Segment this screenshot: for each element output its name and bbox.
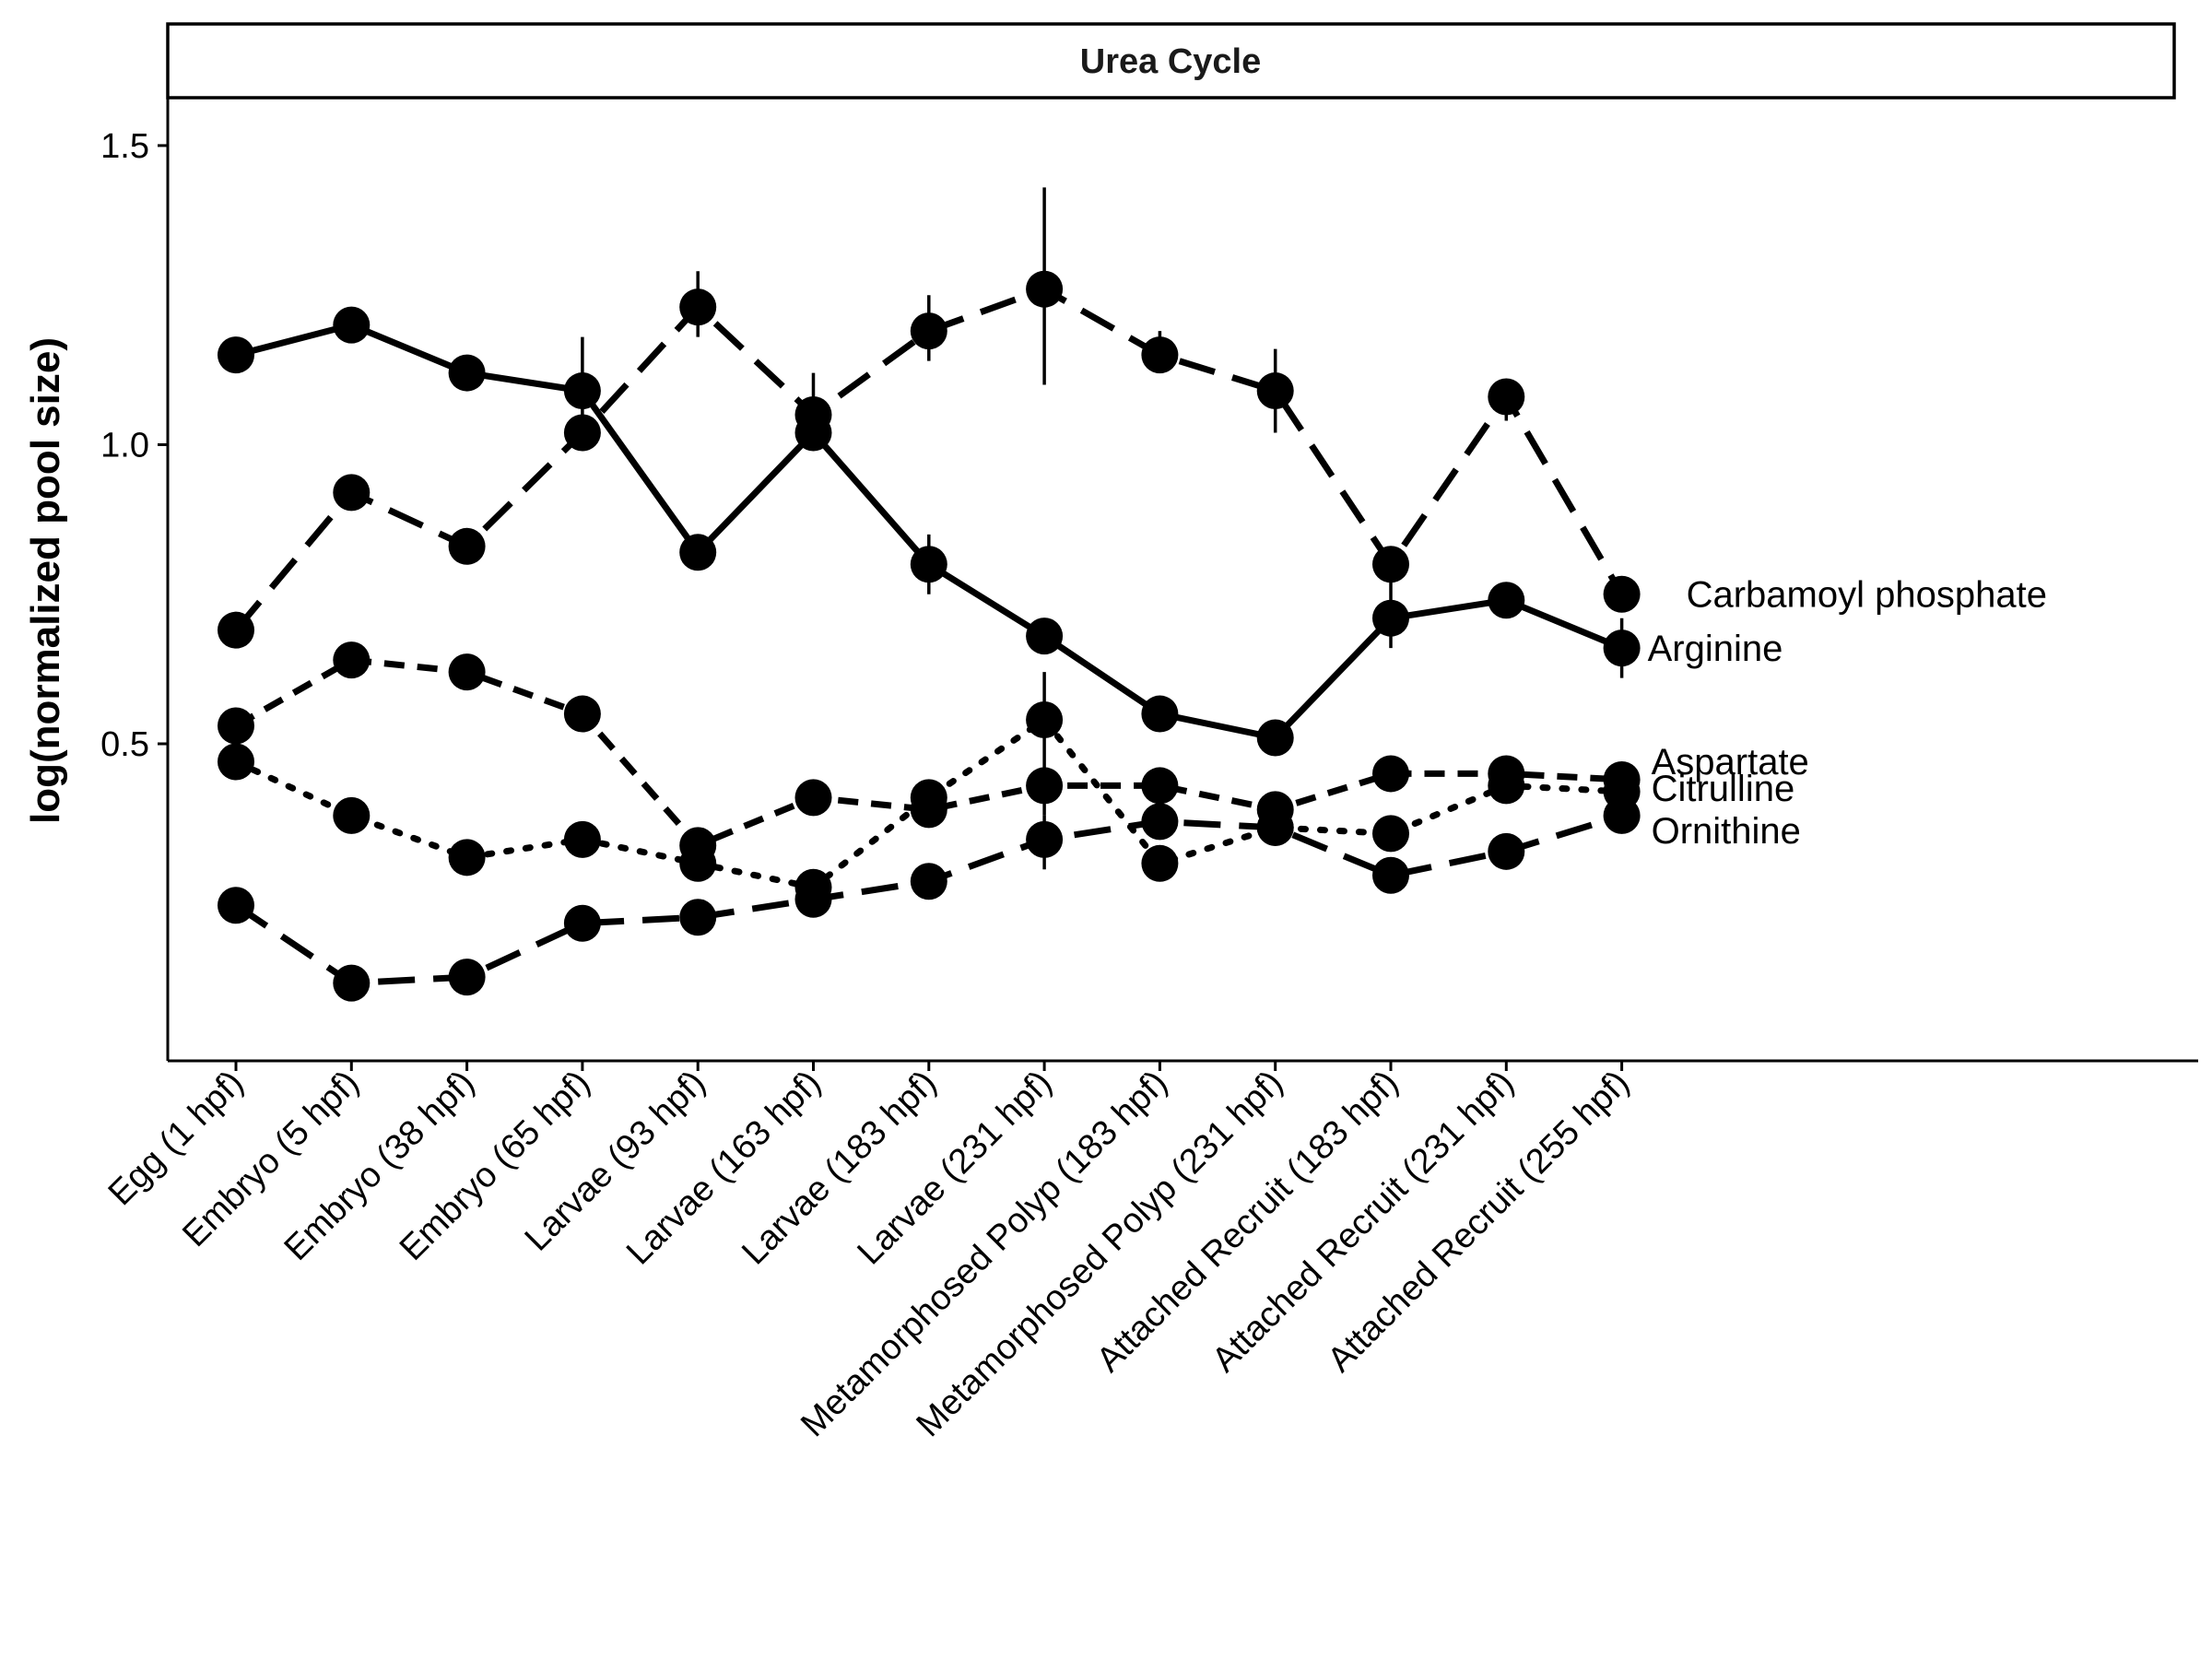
ornithine-point [1026,820,1064,858]
carbamoyl-phosphate-point [1141,336,1179,374]
arginine-point [794,414,832,452]
carbamoyl-phosphate-point [333,474,371,512]
ornithine-point [1488,832,1525,870]
facet-strip-box [166,22,2176,100]
ornithine-point [563,904,601,942]
arginine-label: Arginine [1648,629,1783,669]
citrulline-point [679,844,717,882]
carbamoyl-phosphate-point [1372,546,1409,583]
ornithine-point [679,899,717,936]
ornithine-point [448,959,486,996]
aspartate-point [563,695,601,733]
ornithine-label: Ornithine [1652,811,1801,852]
arginine-point [1141,695,1179,733]
arginine-point [563,372,601,410]
arginine-point [910,546,947,583]
ornithine-point [333,964,371,1002]
aspartate-point [333,641,371,679]
arginine-point [448,354,486,392]
carbamoyl-phosphate-point [1603,575,1641,613]
arginine-point [333,306,371,344]
aspartate-point [794,779,832,817]
ornithine-point [794,880,832,918]
facet-strip: Urea Cycle [166,22,2176,100]
citrulline-point [910,779,947,817]
citrulline-point [1026,701,1064,739]
arginine-point [1256,719,1294,757]
carbamoyl-phosphate-point [1256,372,1294,410]
carbamoyl-phosphate-label: Carbamoyl phosphate [1687,575,2047,616]
y-tick-label: 1.0 [100,426,149,465]
citrulline-point [333,796,371,834]
aspartate-label: Aspartate [1652,742,1809,782]
ornithine-point [1603,796,1641,834]
carbamoyl-phosphate-point [1026,270,1064,308]
citrulline-label: Citrulline [1652,769,1795,809]
arginine-point [1372,599,1409,637]
carbamoyl-phosphate-point [910,312,947,350]
y-axis: 0.5 1.0 1.5 [100,98,170,1061]
citrulline-point [1488,767,1525,805]
carbamoyl-phosphate-point [563,414,601,452]
carbamoyl-phosphate-point [218,611,254,649]
y-tick-label: 0.5 [100,725,149,764]
aspartate-point [1141,767,1179,805]
chart-title: Urea Cycle [1080,42,1261,81]
ornithine-point [218,887,254,924]
ornithine-point [910,863,947,900]
ornithine-point [1256,808,1294,846]
ornithine-point [1372,856,1409,894]
arginine-point [1488,582,1525,619]
y-tick-label: 1.5 [100,127,149,166]
series-points [218,270,1641,1002]
citrulline-point [448,839,486,877]
arginine-point [218,336,254,374]
y-axis-label: log(normalized pool size) [23,337,68,824]
arginine-point [679,534,717,571]
citrulline-point [563,820,601,858]
aspartate-point [448,653,486,691]
citrulline-point [1372,815,1409,853]
aspartate-point [218,707,254,745]
aspartate-point [1372,755,1409,793]
ornithine-point [1141,803,1179,841]
arginine-point [1603,629,1641,667]
carbamoyl-phosphate-point [448,527,486,565]
aspartate-point [1026,767,1064,805]
carbamoyl-phosphate-point [1488,378,1525,416]
carbamoyl-phosphate-point [679,288,717,326]
citrulline-point [1141,844,1179,882]
series-labels: Carbamoyl phosphate Arginine AspartateCitr… [1648,575,2047,852]
citrulline-point [218,743,254,781]
arginine-point [1026,618,1064,655]
